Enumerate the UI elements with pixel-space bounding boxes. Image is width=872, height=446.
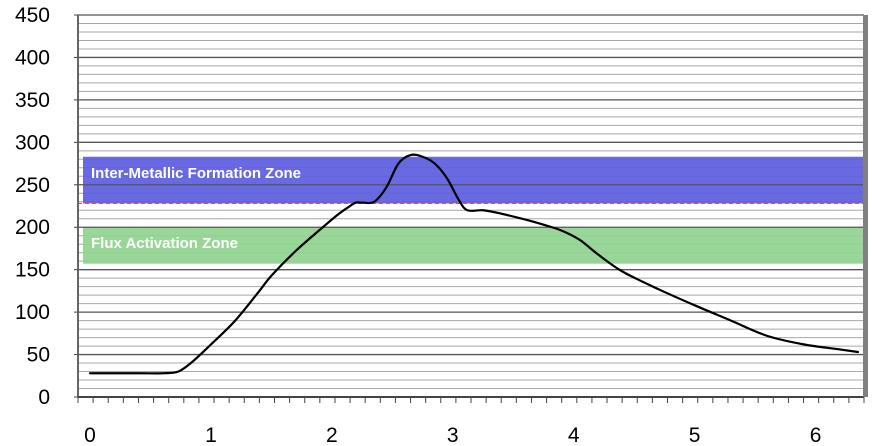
x-axis-tick-labels: 0 1 2 3 4 5 6	[77, 397, 865, 446]
y-tick-label: 50	[27, 344, 50, 367]
y-tick-label: 300	[15, 131, 50, 154]
y-tick-label: 400	[15, 46, 50, 69]
y-axis-tick-labels: 0 50 100 150 200 250 300 350 400 450	[15, 4, 78, 409]
zone-band-2	[83, 227, 864, 264]
y-tick-label: 350	[15, 89, 50, 112]
x-tick-label: 6	[810, 424, 822, 446]
y-tick-label: 450	[15, 4, 50, 27]
x-tick-label: 3	[447, 424, 459, 446]
axes	[77, 15, 868, 398]
x-tick-label: 0	[84, 424, 96, 446]
y-tick-label: 250	[15, 174, 50, 197]
series-line-1	[88, 153, 860, 375]
y-tick-label: 0	[38, 386, 50, 409]
zone-label-1: Inter-Metallic Formation Zone	[91, 165, 301, 182]
x-tick-label: 2	[326, 424, 338, 446]
minor-gridlines	[78, 22, 864, 390]
series-group	[88, 153, 860, 375]
zone-labels: Inter-Metallic Formation Zone Flux Activa…	[91, 165, 301, 252]
x-tick-label: 1	[205, 424, 217, 446]
x-tick-label: 4	[568, 424, 580, 446]
zone-band-1	[83, 156, 864, 204]
right-border	[863, 15, 868, 397]
zone-bands	[83, 156, 864, 264]
major-gridlines	[78, 14, 864, 356]
y-tick-label: 200	[15, 216, 50, 239]
zone-label-2: Flux Activation Zone	[91, 235, 238, 252]
y-tick-label: 100	[15, 301, 50, 324]
x-tick-label: 5	[689, 424, 701, 446]
y-tick-label: 150	[15, 259, 50, 282]
